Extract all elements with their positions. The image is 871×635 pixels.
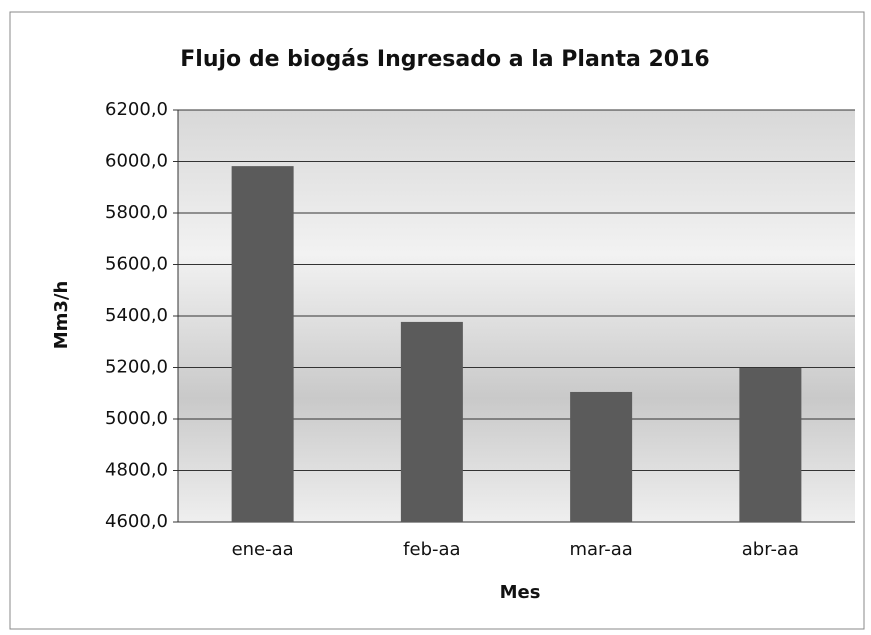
y-tick-label: 5400,0	[105, 305, 168, 326]
x-axis-title: Mes	[500, 582, 541, 603]
y-tick-label: 5000,0	[105, 408, 168, 429]
y-tick-label: 5600,0	[105, 254, 168, 275]
y-tick-label: 5800,0	[105, 202, 168, 223]
x-tick-label: ene-aa	[232, 539, 294, 560]
y-tick-label: 4800,0	[105, 460, 168, 481]
x-tick-label: abr-aa	[742, 539, 799, 560]
bar	[231, 166, 294, 522]
y-tick-label: 6000,0	[105, 151, 168, 172]
y-tick-label: 6200,0	[105, 99, 168, 120]
x-tick-label: mar-aa	[569, 539, 632, 560]
chart-title: Flujo de biogás Ingresado a la Planta 20…	[180, 47, 709, 72]
y-tick-label: 5200,0	[105, 357, 168, 378]
y-axis-title: Mm3/h	[51, 281, 72, 350]
bar	[570, 391, 633, 522]
bar	[739, 368, 802, 522]
y-tick-label: 4600,0	[105, 511, 168, 532]
x-tick-label: feb-aa	[403, 539, 460, 560]
bar	[400, 321, 463, 522]
